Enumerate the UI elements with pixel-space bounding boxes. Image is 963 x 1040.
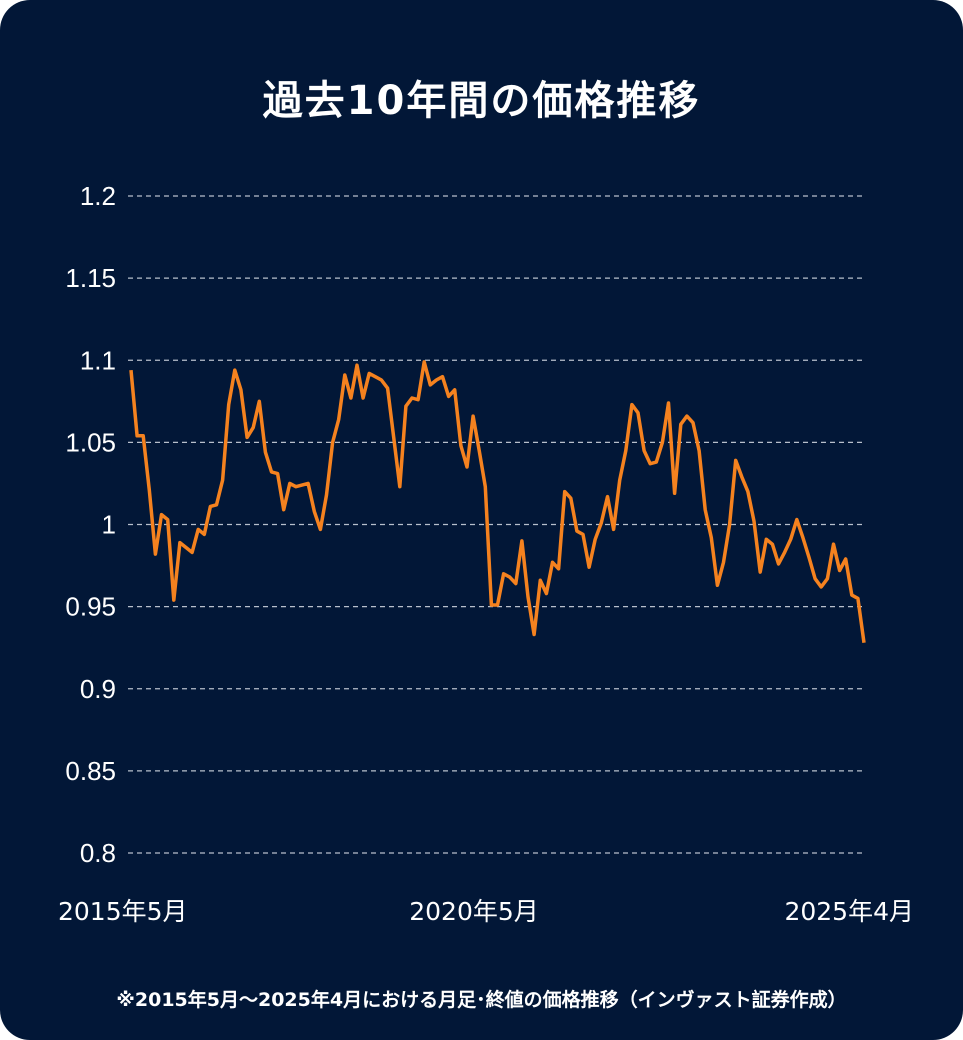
y-tick-label: 0.95	[65, 592, 116, 622]
y-tick-label: 1	[102, 510, 116, 540]
y-tick-label: 0.85	[65, 756, 116, 786]
y-tick-label: 1.15	[65, 263, 116, 293]
x-tick-label: 2025年4月	[784, 897, 914, 926]
y-tick-label: 0.8	[80, 838, 116, 868]
x-tick-label: 2015年5月	[58, 897, 188, 926]
chart-title: 過去10年間の価格推移	[262, 78, 701, 124]
y-tick-label: 1.1	[80, 345, 116, 375]
footnote: ※2015年5月～2025年4月における月足･終値の価格推移（インヴァスト証券作…	[116, 989, 847, 1011]
x-tick-label: 2020年5月	[409, 897, 539, 926]
price-line	[129, 360, 866, 644]
y-tick-label: 1.05	[65, 427, 116, 457]
y-tick-label: 0.9	[80, 674, 116, 704]
y-tick-label: 1.2	[80, 181, 116, 211]
